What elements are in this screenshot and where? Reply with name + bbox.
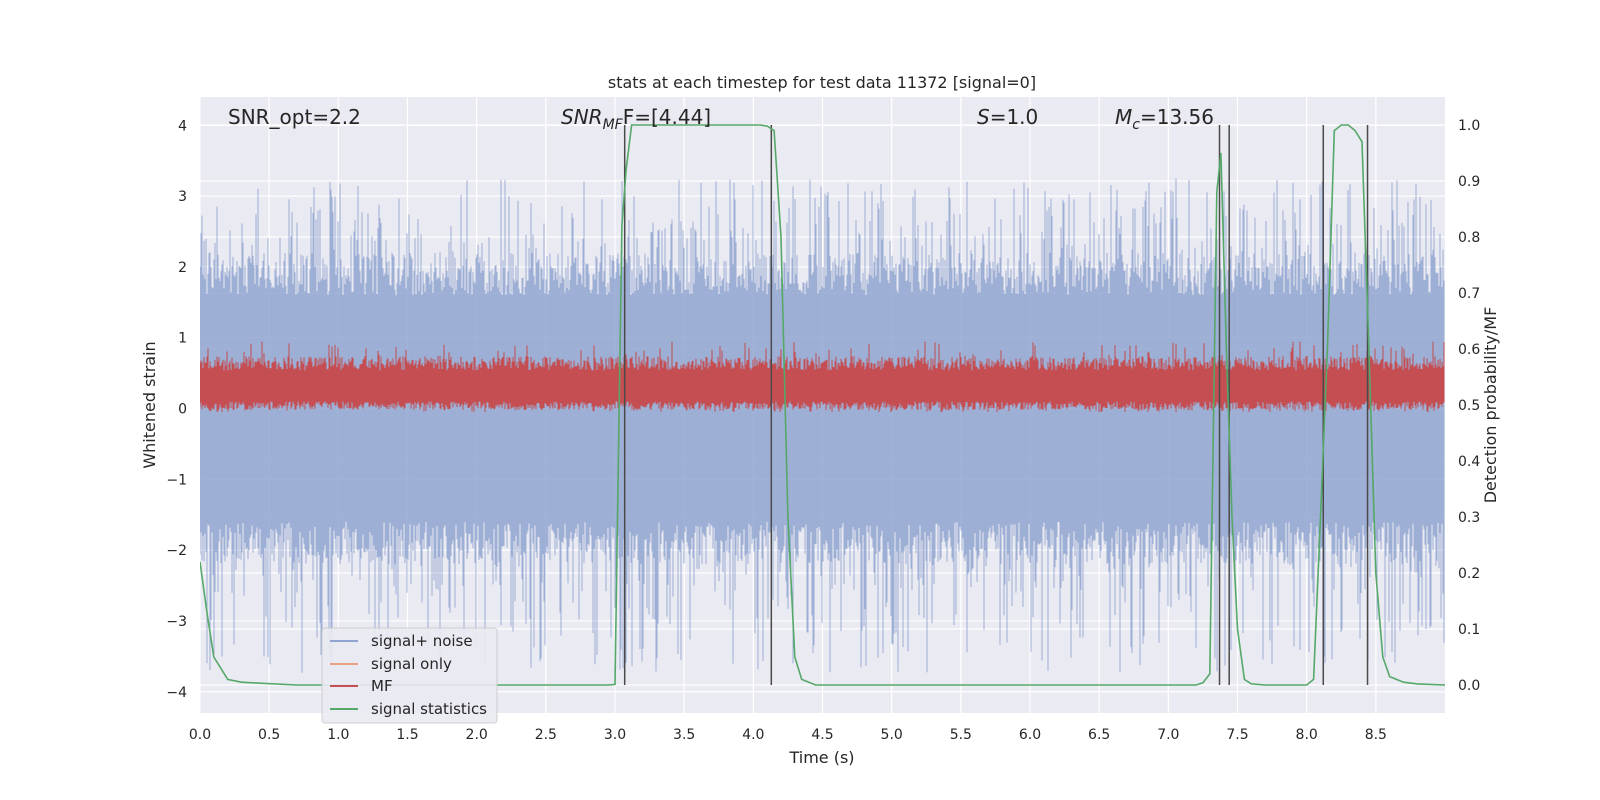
legend-label-noise: signal+ noise (371, 632, 473, 650)
x-tick-label: 6.0 (1019, 727, 1041, 743)
annotation-mc-base: M (1115, 105, 1132, 129)
annotation-snr-mf: SNRMFF=[4.44] (561, 105, 711, 133)
annotation-s: S=1.0 (977, 105, 1038, 129)
y-left-tick-label: 1 (178, 331, 187, 347)
x-tick-label: 2.5 (535, 727, 557, 743)
annotation-snr-opt: SNR_opt=2.2 (228, 105, 361, 129)
y-axis-right-label: Detection probability/MF (1481, 307, 1500, 504)
y-left-tick-label: −1 (166, 472, 187, 488)
x-tick-label: 8.0 (1296, 727, 1318, 743)
y-right-tick-label: 0.3 (1458, 510, 1480, 526)
y-axis-right-ticks: 0.0 0.1 0.2 0.3 0.4 0.5 0.6 0.7 0.8 0.9 1.0 (1458, 118, 1480, 694)
y-left-tick-label: −4 (166, 685, 187, 701)
x-tick-label: 0.5 (258, 727, 280, 743)
annotation-snr-mf-base: SNR (561, 105, 603, 129)
annotation-mc-value: =13.56 (1140, 105, 1214, 129)
y-right-tick-label: 0.1 (1458, 622, 1480, 638)
annotation-s-symbol: S (977, 105, 990, 129)
y-axis-left-ticks: −4 −3 −2 −1 0 1 2 3 4 (166, 118, 187, 700)
y-right-tick-label: 0.0 (1458, 678, 1480, 694)
x-tick-label: 4.0 (742, 727, 764, 743)
y-left-tick-label: −3 (166, 614, 187, 630)
y-right-tick-label: 0.6 (1458, 342, 1480, 358)
x-tick-label: 4.5 (811, 727, 833, 743)
annotation-snr-mf-sub: MF (603, 117, 624, 133)
x-axis-ticks: 0.0 0.5 1.0 1.5 2.0 2.5 3.0 3.5 4.0 4.5 5.0 5.5 6.0 6… (189, 727, 1387, 743)
x-tick-label: 7.5 (1226, 727, 1248, 743)
chart-title: stats at each timestep for test data 113… (608, 73, 1036, 92)
y-left-tick-label: 3 (178, 189, 187, 205)
x-tick-label: 6.5 (1088, 727, 1110, 743)
annotation-s-value: =1.0 (990, 105, 1039, 129)
x-tick-label: 0.0 (189, 727, 211, 743)
annotation-mc: Mc=13.56 (1115, 105, 1214, 133)
y-right-tick-label: 0.7 (1458, 286, 1480, 302)
legend-label-signal-only: signal only (371, 655, 452, 673)
y-right-tick-label: 0.8 (1458, 230, 1480, 246)
annotation-mc-sub: c (1132, 117, 1140, 133)
y-right-tick-label: 0.9 (1458, 174, 1480, 190)
x-tick-label: 1.0 (327, 727, 349, 743)
y-left-tick-label: 2 (178, 260, 187, 276)
x-tick-label: 5.5 (950, 727, 972, 743)
y-left-tick-label: 0 (178, 402, 187, 418)
y-right-tick-label: 1.0 (1458, 118, 1480, 134)
x-tick-label: 2.0 (466, 727, 488, 743)
x-tick-label: 7.0 (1157, 727, 1179, 743)
x-tick-label: 5.0 (881, 727, 903, 743)
y-axis-left-label: Whitened strain (140, 341, 159, 468)
y-right-tick-label: 0.4 (1458, 454, 1480, 470)
mf-series (200, 341, 1445, 413)
annotation-snr-mf-rest: F=[4.44] (623, 105, 711, 129)
legend-label-signal-statistics: signal statistics (371, 700, 487, 718)
stats-series (200, 124, 1445, 686)
legend-box (321, 627, 498, 724)
detection-vlines (623, 125, 1369, 685)
y-left-tick-label: −2 (166, 543, 187, 559)
x-tick-label: 3.5 (673, 727, 695, 743)
x-tick-label: 3.0 (604, 727, 626, 743)
y-left-tick-label: 4 (178, 118, 187, 134)
x-axis-label: Time (s) (788, 748, 854, 767)
x-tick-label: 1.5 (396, 727, 418, 743)
y-right-tick-label: 0.5 (1458, 398, 1480, 414)
x-tick-label: 8.5 (1365, 727, 1387, 743)
legend: signal+ noise signal only MF signal stat… (321, 627, 498, 724)
y-right-tick-label: 0.2 (1458, 566, 1480, 582)
legend-label-mf: MF (371, 677, 393, 695)
